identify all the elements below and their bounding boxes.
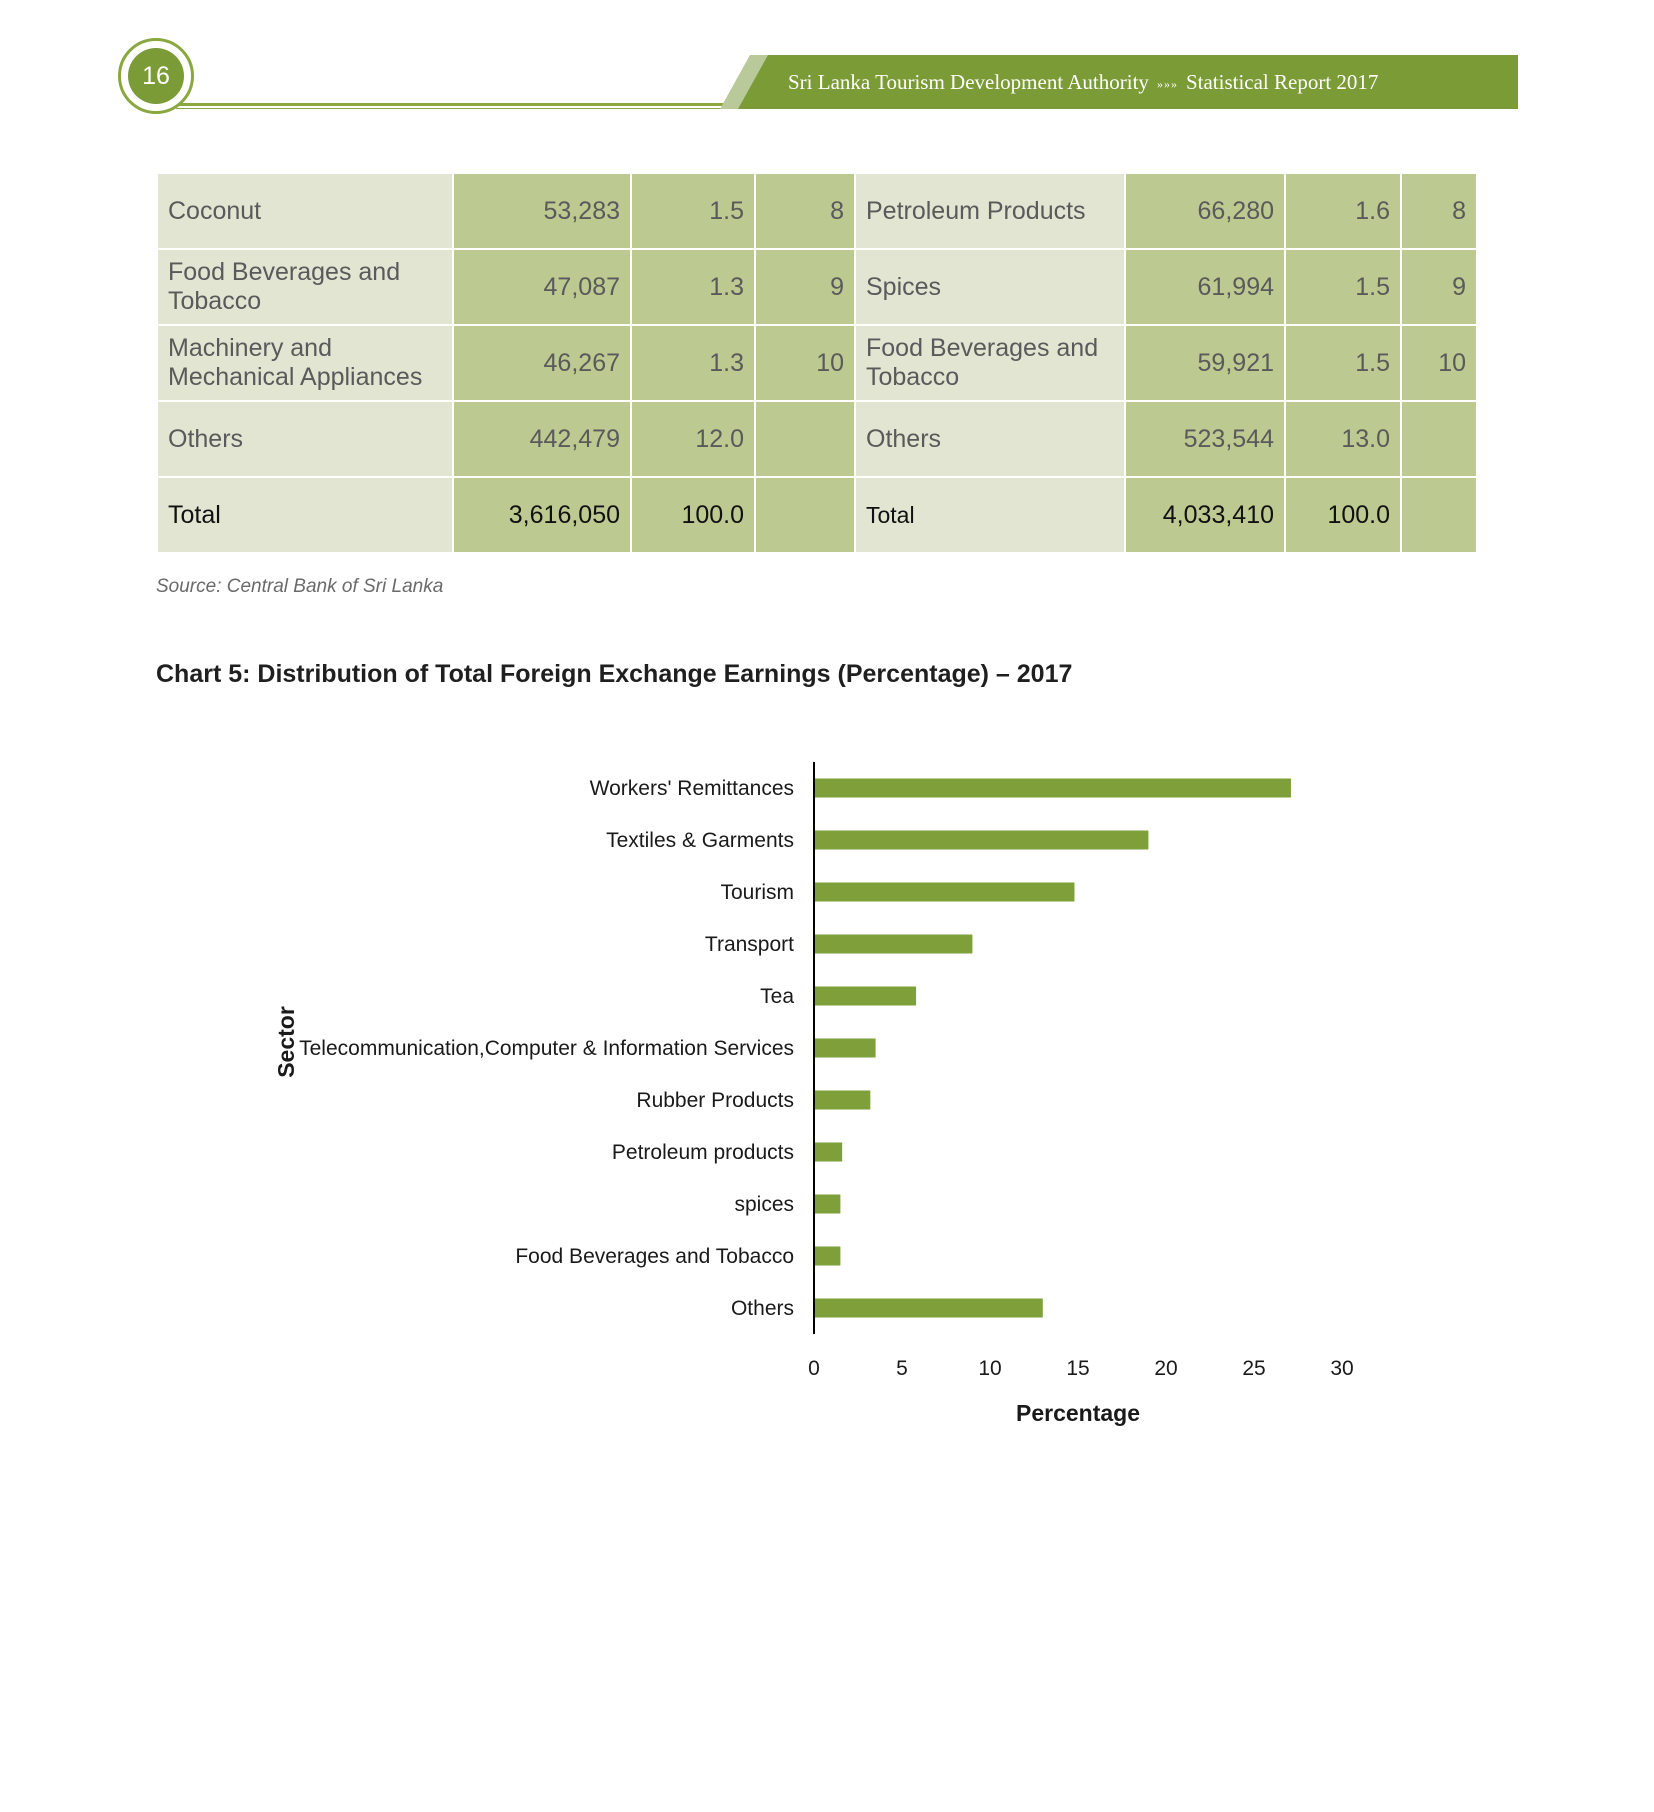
x-tick-label: 25: [1242, 1357, 1265, 1380]
bar-1: [814, 830, 1149, 850]
exports-table: Coconut 53,283 1.5 8 Petroleum Products …: [156, 172, 1478, 554]
left-rank: 8: [754, 172, 856, 250]
bar-5: [814, 1038, 876, 1058]
category-label: Workers' Remittances: [590, 777, 794, 800]
bar-3: [814, 934, 973, 954]
category-label: Tea: [760, 985, 794, 1008]
right-item: Food Beverages and Tobacco: [854, 324, 1126, 402]
left-value: 46,267: [452, 324, 632, 402]
bar-4: [814, 986, 917, 1006]
left-total-rank: [754, 476, 856, 554]
table-row: Food Beverages and Tobacco 47,087 1.3 9 …: [156, 248, 1478, 326]
category-label: Others: [731, 1297, 794, 1320]
category-label: Rubber Products: [636, 1089, 794, 1112]
header-text: Sri Lanka Tourism Development Authority »…: [788, 55, 1508, 109]
left-rank: [754, 400, 856, 478]
left-percent: 12.0: [630, 400, 756, 478]
right-total-label: Total: [854, 476, 1126, 554]
right-value: 59,921: [1124, 324, 1286, 402]
bar-7: [814, 1142, 843, 1162]
category-label: Food Beverages and Tobacco: [515, 1245, 794, 1268]
bar-0: [814, 778, 1291, 798]
x-tick-label: 5: [896, 1357, 908, 1380]
right-total-percent: 100.0: [1284, 476, 1402, 554]
right-item: Others: [854, 400, 1126, 478]
right-rank: 8: [1400, 172, 1478, 250]
x-tick-label: 15: [1066, 1357, 1089, 1380]
table-total-row: Total 3,616,050 100.0 Total 4,033,410 10…: [156, 476, 1478, 554]
left-item: Coconut: [156, 172, 454, 250]
bar-9: [814, 1246, 841, 1266]
chart-title: Chart 5: Distribution of Total Foreign E…: [156, 660, 1073, 688]
source-note: Source: Central Bank of Sri Lanka: [156, 576, 444, 597]
left-value: 47,087: [452, 248, 632, 326]
left-percent: 1.3: [630, 248, 756, 326]
category-label: Tourism: [720, 881, 794, 904]
table-row: Machinery and Mechanical Appliances 46,2…: [156, 324, 1478, 402]
left-rank: 9: [754, 248, 856, 326]
publisher-name: Sri Lanka Tourism Development Authority: [788, 70, 1149, 94]
right-value: 523,544: [1124, 400, 1286, 478]
left-value: 442,479: [452, 400, 632, 478]
left-item: Others: [156, 400, 454, 478]
left-rank: 10: [754, 324, 856, 402]
bar-chart: Workers' Remittances Textiles & Garments T…: [273, 762, 1354, 1426]
bar-6: [814, 1090, 871, 1110]
table-row: Coconut 53,283 1.5 8 Petroleum Products …: [156, 172, 1478, 250]
bar-2: [814, 882, 1075, 902]
left-total-value: 3,616,050: [452, 476, 632, 554]
left-total-label: Total: [156, 476, 454, 554]
right-item: Petroleum Products: [854, 172, 1126, 250]
x-tick-label: 0: [808, 1357, 820, 1380]
right-total-value: 4,033,410: [1124, 476, 1286, 554]
category-label: Petroleum products: [612, 1141, 794, 1164]
x-tick-labels: 0 5 10 15 20 25 30: [808, 1357, 1354, 1380]
category-label: Telecommunication,Computer & Information…: [299, 1037, 794, 1060]
x-tick-label: 20: [1154, 1357, 1177, 1380]
x-tick-label: 30: [1330, 1357, 1353, 1380]
report-name: Statistical Report 2017: [1185, 70, 1379, 94]
right-percent: 1.6: [1284, 172, 1402, 250]
bars-group: [814, 778, 1291, 1318]
header-rule-thin: [176, 108, 746, 109]
right-percent: 13.0: [1284, 400, 1402, 478]
x-tick-label: 10: [978, 1357, 1001, 1380]
right-percent: 1.5: [1284, 324, 1402, 402]
right-value: 61,994: [1124, 248, 1286, 326]
page-number-badge: 16: [118, 38, 194, 114]
x-axis-title: Percentage: [1016, 1400, 1140, 1426]
left-percent: 1.3: [630, 324, 756, 402]
left-value: 53,283: [452, 172, 632, 250]
left-total-percent: 100.0: [630, 476, 756, 554]
header-rule: [176, 103, 746, 106]
left-item: Machinery and Mechanical Appliances: [156, 324, 454, 402]
right-total-rank: [1400, 476, 1478, 554]
right-rank: [1400, 400, 1478, 478]
header-band: [738, 55, 1518, 109]
category-label: Textiles & Garments: [606, 829, 794, 852]
header-separator: »»»: [1156, 77, 1178, 92]
bar-10: [814, 1298, 1043, 1318]
left-percent: 1.5: [630, 172, 756, 250]
right-rank: 10: [1400, 324, 1478, 402]
category-label: Transport: [705, 933, 794, 956]
category-labels: Workers' Remittances Textiles & Garments T…: [299, 777, 794, 1320]
bar-8: [814, 1194, 841, 1214]
right-rank: 9: [1400, 248, 1478, 326]
table-row: Others 442,479 12.0 Others 523,544 13.0: [156, 400, 1478, 478]
page-number: 16: [128, 48, 184, 104]
left-item: Food Beverages and Tobacco: [156, 248, 454, 326]
right-percent: 1.5: [1284, 248, 1402, 326]
category-label: spices: [734, 1193, 794, 1216]
right-value: 66,280: [1124, 172, 1286, 250]
right-item: Spices: [854, 248, 1126, 326]
y-axis-title: Sector: [273, 1006, 299, 1078]
